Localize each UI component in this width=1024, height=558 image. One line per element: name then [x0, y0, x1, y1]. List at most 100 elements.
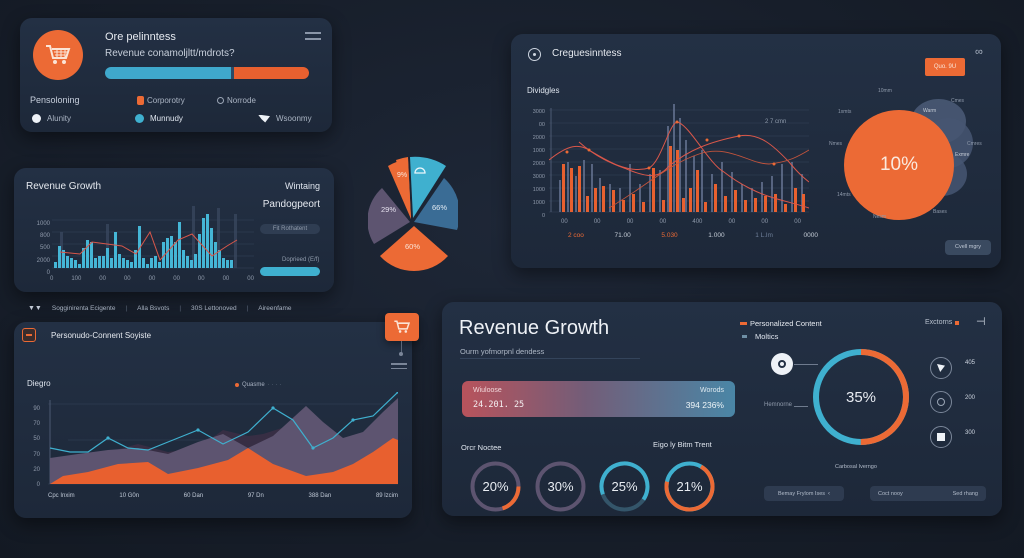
side-title: Wintaing: [284, 181, 320, 191]
bubble-cluster: 10%: [811, 84, 991, 224]
connector-dot: [399, 352, 403, 356]
nav-item[interactable]: Alla Bsvots: [137, 305, 170, 312]
circle-label: 10mm: [878, 88, 892, 94]
circle-label: 1xmts: [838, 109, 852, 115]
analytics-card: Creguesinntess Dividgles ∞ Quo. 9U 3000 0…: [511, 34, 1001, 268]
legend-item[interactable]: 71.00: [614, 232, 631, 239]
section-label-left: Orcr Noctee: [461, 443, 502, 452]
section-label-right: Eigo ly Bitm Trent: [653, 440, 712, 449]
side-button[interactable]: Fit Rothatent: [260, 224, 320, 234]
circle-label: Cmes: [951, 98, 965, 104]
ring-gauge[interactable]: 21%: [663, 460, 716, 513]
x-tick: 00: [99, 276, 106, 282]
send-button[interactable]: [930, 357, 952, 379]
legend-item[interactable]: Personalized Content: [740, 319, 822, 328]
gradient-stat-bar[interactable]: Wiuloose 24.201. 25 Worods 394 236%: [462, 381, 735, 417]
x-tick: 00: [626, 219, 634, 225]
y-tick: 3000: [532, 109, 545, 115]
ring-gauge[interactable]: 30%: [534, 460, 587, 513]
legend-swatch: [742, 335, 747, 338]
tag-icon: [137, 96, 144, 105]
footer-right-text-b: Sed rhang: [952, 490, 978, 497]
legend-item[interactable]: 0000: [803, 232, 818, 239]
header-right-label: Exctorns: [925, 319, 960, 326]
x-tick: 60 Dan: [183, 493, 204, 499]
menu-icon[interactable]: [305, 32, 321, 42]
nav-item[interactable]: Aireenfame: [258, 305, 292, 312]
y-tick: 70: [33, 421, 40, 428]
ring-gauge[interactable]: 25%: [598, 460, 651, 513]
cart-icon: [394, 320, 411, 333]
legend-item[interactable]: 2 coo: [568, 232, 584, 239]
card-title: Revenue Growth: [459, 317, 610, 339]
target-icon: [937, 398, 945, 406]
drag-handle-icon[interactable]: [391, 363, 407, 369]
progress-orange: [234, 67, 309, 79]
left-caption: Hemnorne: [764, 402, 793, 408]
footer-left-button[interactable]: Bemay Frylom Ises ‹: [764, 486, 844, 501]
stat-right-value: 394 236%: [685, 400, 724, 410]
legend-item[interactable]: 5.030: [661, 232, 678, 239]
target-icon[interactable]: [528, 48, 541, 61]
x-tick: 00: [197, 276, 205, 282]
side-progress-bar[interactable]: [260, 267, 320, 276]
send-icon: [937, 364, 945, 372]
ring-gauge[interactable]: 20%: [469, 460, 522, 513]
filter-icon[interactable]: ▼▼: [28, 305, 42, 312]
legend-item[interactable]: 1 L.lm: [755, 232, 773, 239]
card-title: Revenue Growth: [26, 181, 102, 192]
main-donut[interactable]: 35%: [810, 346, 912, 448]
nav-item[interactable]: 30S Lettonoved: [191, 305, 237, 312]
nav-item[interactable]: Sogginirenta Ecigente: [51, 305, 116, 312]
bar-chart: 1000 800 500 2000 0 0 100 00 00 00 00 00 00 00: [34, 206, 254, 286]
combo-chart: [549, 104, 809, 213]
chart-title: Diegro: [27, 379, 51, 388]
minus-icon[interactable]: [22, 328, 36, 342]
chart-legend[interactable]: Quasme ····: [235, 382, 284, 388]
side-value: 200: [965, 395, 976, 401]
connector-line: [401, 341, 402, 353]
footer-right-button[interactable]: Coct nooy Sed rhang: [870, 486, 986, 501]
pie-label: 9%: [397, 172, 408, 179]
nav-strip: ▼▼ Sogginirenta Ecigente | Alla Bsvots |…: [28, 305, 292, 312]
link-icon[interactable]: ∞: [975, 46, 983, 58]
legend-item[interactable]: 1.000: [708, 232, 725, 239]
target-button[interactable]: [930, 391, 952, 413]
y-tick: 3000: [532, 174, 545, 180]
x-tick: 10 G0n: [119, 493, 140, 499]
card-title: Ore pelinntess: [105, 31, 176, 43]
x-tick: 00: [794, 219, 801, 225]
collapse-icon[interactable]: ⊣: [976, 316, 986, 328]
x-tick: Cpc Inxim: [48, 493, 75, 499]
legend-item[interactable]: Moltics: [742, 332, 778, 341]
x-tick: 00: [222, 276, 230, 282]
row-label-4: Alunity: [47, 114, 72, 123]
y-tick: 2000: [532, 135, 545, 141]
footer-button[interactable]: Cvell mgry: [945, 240, 991, 255]
overview-card: Ore pelinntess Revenue conamoljltt/mdrot…: [20, 18, 332, 132]
side-value: 405: [965, 360, 976, 366]
y-tick: 1000: [36, 221, 50, 227]
y-tick: 1000: [532, 148, 545, 154]
y-tick: 2000: [532, 161, 545, 167]
drop-icon: [32, 114, 41, 123]
cart-icon: [46, 45, 71, 64]
progress-teal: [105, 67, 232, 79]
camera-icon[interactable]: [771, 353, 793, 375]
donut-caption: Carbosal Iverngo: [835, 464, 877, 470]
split-progress-bar: [105, 67, 309, 79]
circle-label: Exmre: [955, 152, 970, 158]
stop-button[interactable]: [930, 426, 952, 448]
area-chart-card: Personudo-Connent Soyiste Diegro Quasme …: [14, 322, 412, 518]
cart-badge[interactable]: [33, 30, 83, 80]
big-percent-circle[interactable]: 10%: [844, 110, 954, 220]
chart-annotation: 2 7 cmn: [765, 119, 787, 125]
circle-label: Bases: [933, 209, 947, 215]
quota-button[interactable]: Quo. 9U: [925, 58, 965, 76]
cart-button[interactable]: [385, 313, 419, 341]
y-axis: 3000 00 2000 1000 2000 3000 1000 1000 0: [525, 106, 545, 223]
x-tick: 00: [123, 276, 131, 282]
row-label-6: Wsoonmy: [276, 114, 312, 123]
x-axis: 00 00 00 00 400 00 00 00: [561, 219, 801, 225]
area-chart: [48, 392, 398, 485]
